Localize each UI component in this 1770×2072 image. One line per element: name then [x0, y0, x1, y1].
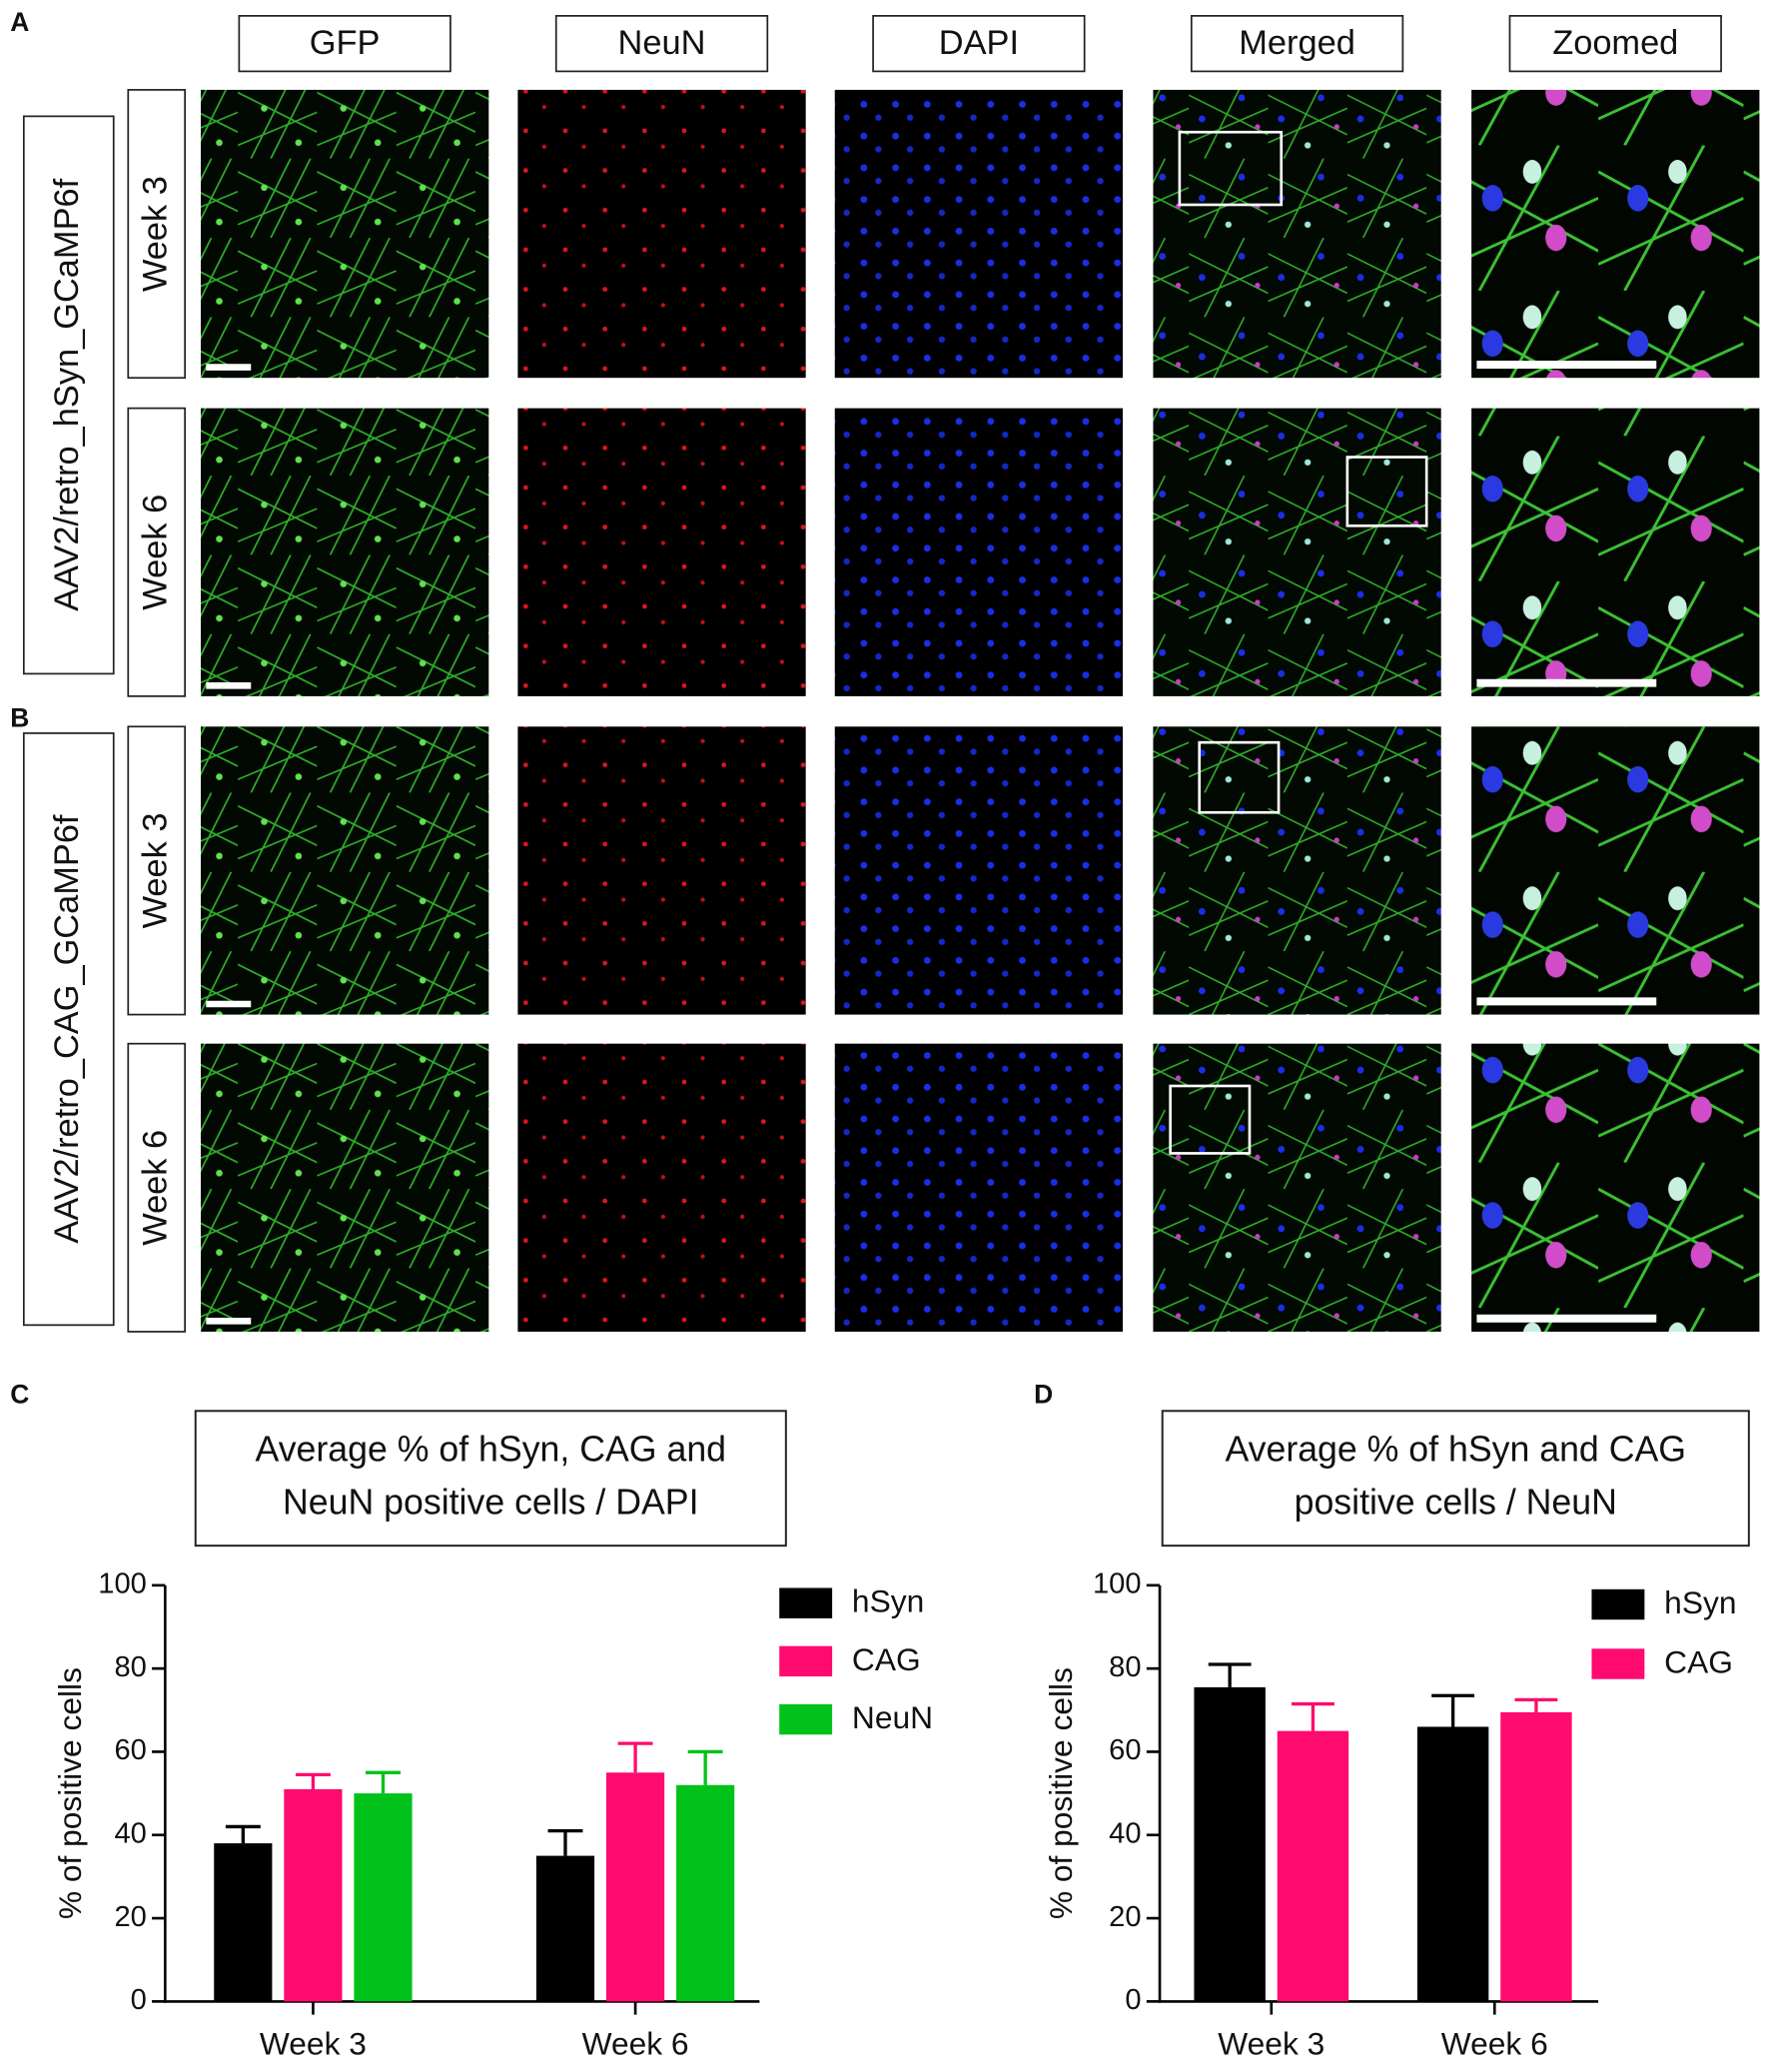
y-tick-label: 0	[131, 1984, 147, 2016]
y-tick-label: 20	[114, 1901, 146, 1933]
column-header-box	[1508, 15, 1722, 73]
bar	[1194, 1686, 1266, 2002]
column-header: NeuN	[618, 24, 706, 62]
panel-letter: B	[10, 703, 29, 733]
chart-title: NeuN positive cells / DAPI	[283, 1483, 699, 1523]
micrograph	[517, 408, 806, 696]
row-label-box	[127, 407, 187, 697]
bar	[284, 1788, 343, 2002]
title-box	[194, 1410, 787, 1548]
row-label: Week 3	[136, 812, 174, 928]
column-header-box	[1190, 15, 1404, 73]
micrograph	[201, 1043, 489, 1332]
zoom-box	[1345, 456, 1428, 527]
y-tick-label: 100	[98, 1568, 147, 1600]
micrograph	[1471, 89, 1760, 379]
micrograph	[517, 726, 806, 1015]
y-axis-label: % of positive cells	[52, 1667, 88, 1919]
legend-swatch	[779, 1703, 833, 1735]
column-header-box	[554, 15, 769, 73]
column-header-box	[238, 15, 451, 73]
y-tick-label: 0	[1125, 1984, 1141, 2016]
micrograph	[834, 408, 1124, 696]
chart-title: Average % of hSyn, CAG and	[256, 1430, 726, 1470]
legend-label: hSyn	[852, 1583, 924, 1619]
y-tick-label: 80	[114, 1651, 146, 1683]
bar	[1500, 1711, 1572, 2002]
legend-swatch	[779, 1645, 833, 1677]
title-box	[1161, 1410, 1750, 1548]
micrograph	[517, 1043, 806, 1332]
legend-swatch	[1591, 1648, 1645, 1679]
y-tick-label: 60	[1109, 1734, 1141, 1766]
micrograph	[1153, 1043, 1441, 1332]
x-tick-label: Week 3	[260, 2026, 367, 2062]
micrograph	[834, 89, 1124, 379]
y-tick-label: 60	[114, 1734, 146, 1766]
micrograph	[1153, 89, 1441, 379]
row-label: Week 6	[136, 495, 174, 610]
legend-label: hSyn	[1664, 1584, 1736, 1620]
row-label: Week 3	[136, 176, 174, 292]
column-header: Merged	[1239, 24, 1355, 62]
micrograph	[1471, 726, 1760, 1015]
chart-title: Average % of hSyn and CAG	[1225, 1430, 1686, 1470]
micrograph	[517, 89, 806, 379]
panel-letter: C	[10, 1380, 29, 1410]
column-header: Zoomed	[1552, 24, 1678, 62]
bar	[1416, 1726, 1489, 2002]
micrograph	[1471, 408, 1760, 696]
micrograph	[201, 726, 489, 1015]
bar	[354, 1793, 413, 2002]
x-tick-label: Week 6	[1441, 2026, 1548, 2062]
x-tick-label: Week 6	[582, 2026, 689, 2062]
bar	[605, 1772, 665, 2002]
x-tick-label: Week 3	[1218, 2026, 1325, 2062]
row-label-box	[127, 725, 187, 1016]
y-tick-label: 100	[1093, 1568, 1142, 1600]
micrograph	[1153, 408, 1441, 696]
row-label: Week 6	[136, 1130, 174, 1246]
zoom-box	[1169, 1084, 1252, 1155]
group-label: AAV2/retro_hSyn_GCaMP6f	[48, 178, 86, 611]
legend-label: CAG	[852, 1641, 921, 1677]
y-tick-label: 80	[1109, 1651, 1141, 1683]
bar	[214, 1843, 273, 2002]
panel-letter: D	[1034, 1380, 1053, 1410]
micrograph	[1153, 726, 1441, 1015]
row-label-box	[127, 89, 187, 380]
micrograph	[834, 1043, 1124, 1332]
micrograph	[1471, 1043, 1760, 1332]
panel-letter: A	[10, 7, 29, 37]
legend-swatch	[1591, 1588, 1645, 1620]
group-label-box	[22, 115, 115, 675]
y-axis-label: % of positive cells	[1043, 1667, 1079, 1919]
legend-label: NeuN	[852, 1699, 933, 1735]
column-header: DAPI	[939, 24, 1019, 62]
micrograph	[834, 726, 1124, 1015]
micrograph	[201, 89, 489, 379]
chart-title: positive cells / NeuN	[1295, 1483, 1617, 1523]
row-label-box	[127, 1042, 187, 1333]
y-tick-label: 40	[1109, 1817, 1141, 1849]
bar	[535, 1855, 595, 2002]
group-label-box	[22, 732, 115, 1327]
y-tick-label: 40	[114, 1817, 146, 1849]
column-header: GFP	[310, 24, 381, 62]
legend-swatch	[779, 1587, 833, 1618]
bar	[1277, 1730, 1349, 2002]
micrograph	[201, 408, 489, 696]
group-label: AAV2/retro_CAG_GCaMP6f	[48, 814, 86, 1244]
legend-label: CAG	[1664, 1644, 1733, 1680]
y-tick-label: 20	[1109, 1901, 1141, 1933]
zoom-box	[1198, 740, 1281, 814]
zoom-box	[1178, 130, 1284, 207]
column-header-box	[872, 15, 1086, 73]
bar	[676, 1784, 735, 2002]
